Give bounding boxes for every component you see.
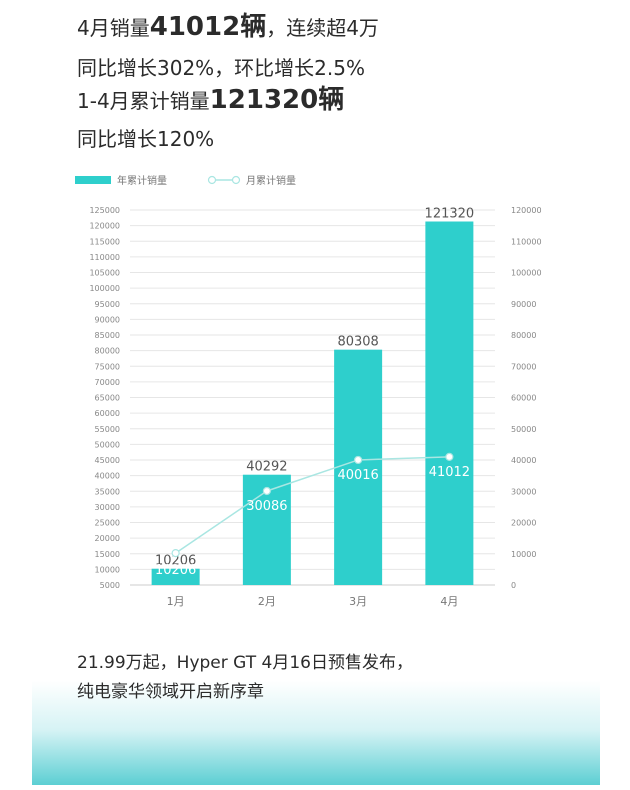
bar-value-label: 121320 bbox=[425, 207, 475, 222]
headline-cumulative-number: 121320辆 bbox=[209, 85, 345, 115]
legend-line-marker bbox=[231, 175, 241, 185]
right-axis-tick-label: 30000 bbox=[511, 487, 536, 496]
legend-bar-swatch bbox=[75, 176, 111, 184]
headline-monthly-number: 41012辆 bbox=[149, 12, 267, 42]
sales-chart: 年累计销量 月累计销量 5000 10000 15000 20000 25000 30000 3… bbox=[75, 174, 542, 608]
line-point bbox=[354, 455, 363, 465]
x-axis-tick-label: 4月 bbox=[440, 595, 458, 608]
line-value-label: 40016 bbox=[337, 468, 378, 483]
left-axis-tick-label: 45000 bbox=[95, 456, 120, 465]
right-axis-tick-label: 110000 bbox=[511, 237, 542, 246]
left-axis-tick-label: 5000 bbox=[100, 581, 120, 590]
right-axis-tick-label: 70000 bbox=[511, 362, 536, 371]
left-axis-tick-label: 75000 bbox=[95, 362, 120, 371]
line-value-label: 10206 bbox=[155, 563, 196, 578]
legend-line-label: 月累计销量 bbox=[246, 174, 296, 187]
right-axis-tick-label: 0 bbox=[511, 581, 516, 590]
left-axis-tick-label: 30000 bbox=[95, 503, 120, 512]
left-axis-tick-label: 25000 bbox=[95, 519, 120, 528]
left-axis-tick-label: 55000 bbox=[95, 425, 120, 434]
left-axis-tick-label: 90000 bbox=[95, 315, 120, 324]
headline-suffix: ，连续超4万 bbox=[266, 16, 379, 40]
line-point bbox=[171, 549, 180, 558]
left-axis-tick-label: 10000 bbox=[95, 565, 120, 574]
left-axis-tick-label: 115000 bbox=[89, 237, 120, 246]
bar-value-label: 40292 bbox=[246, 460, 287, 475]
right-axis-tick-label: 10000 bbox=[511, 550, 536, 559]
right-axis-tick-label: 20000 bbox=[511, 519, 536, 528]
left-axis-tick-label: 105000 bbox=[89, 269, 120, 278]
left-axis-tick-label: 95000 bbox=[95, 300, 120, 309]
legend-bar-label: 年累计销量 bbox=[117, 174, 167, 187]
right-axis-tick-label: 40000 bbox=[511, 456, 536, 465]
bar-value-label: 80308 bbox=[337, 335, 378, 350]
headline-monthly-sales: 4月销量41012辆，连续超4万 bbox=[77, 14, 379, 41]
line-point bbox=[262, 486, 271, 496]
footer-line-1: 21.99万起，Hyper GT 4月16日预售发布， bbox=[77, 653, 413, 673]
left-axis-tick-label: 60000 bbox=[95, 409, 120, 418]
right-axis-tick-label: 50000 bbox=[511, 425, 536, 434]
left-axis-tick-label: 40000 bbox=[95, 472, 120, 481]
headline-cumulative-sales: 1-4月累计销量121320辆 bbox=[77, 87, 344, 114]
bar bbox=[151, 568, 200, 585]
right-axis-tick-label: 100000 bbox=[511, 269, 542, 278]
line-value-label: 30086 bbox=[246, 499, 287, 514]
bar-value-label: 10206 bbox=[155, 554, 196, 569]
line-series bbox=[175, 456, 450, 554]
line-value-label: 41012 bbox=[429, 465, 470, 480]
left-axis-tick-label: 65000 bbox=[95, 394, 120, 403]
left-axis-tick-label: 15000 bbox=[95, 550, 120, 559]
footer-gradient bbox=[32, 640, 600, 785]
left-axis-tick-label: 80000 bbox=[95, 347, 120, 356]
headline-cumulative-growth: 同比增长120% bbox=[77, 127, 215, 151]
right-axis-tick-label: 120000 bbox=[511, 206, 542, 215]
left-axis-tick-label: 70000 bbox=[95, 378, 120, 387]
bar bbox=[334, 349, 383, 585]
right-axis-tick-label: 80000 bbox=[511, 331, 536, 340]
x-axis-tick-label: 3月 bbox=[349, 595, 367, 608]
left-axis-tick-label: 35000 bbox=[95, 487, 120, 496]
left-axis-tick-label: 120000 bbox=[89, 222, 120, 231]
right-axis-tick-label: 60000 bbox=[511, 394, 536, 403]
line-point bbox=[445, 452, 454, 461]
left-axis-tick-label: 50000 bbox=[95, 440, 120, 449]
legend-line-marker bbox=[207, 175, 217, 185]
x-axis-tick-label: 1月 bbox=[167, 595, 185, 608]
left-axis-tick-label: 110000 bbox=[89, 253, 120, 262]
headline-growth: 同比增长302%，环比增长2.5% bbox=[77, 56, 365, 80]
left-axis-tick-label: 85000 bbox=[95, 331, 120, 340]
bar bbox=[425, 221, 474, 585]
footer-line-2: 纯电豪华领域开启新序章 bbox=[77, 682, 264, 702]
headline-prefix: 4月销量 bbox=[77, 16, 150, 40]
headline-cumulative-prefix: 1-4月累计销量 bbox=[77, 89, 210, 113]
left-axis-tick-label: 20000 bbox=[95, 534, 120, 543]
left-axis-tick-label: 125000 bbox=[89, 206, 120, 215]
right-axis-tick-label: 90000 bbox=[511, 300, 536, 309]
x-axis-tick-label: 2月 bbox=[258, 595, 276, 608]
left-axis-tick-label: 100000 bbox=[89, 284, 120, 293]
